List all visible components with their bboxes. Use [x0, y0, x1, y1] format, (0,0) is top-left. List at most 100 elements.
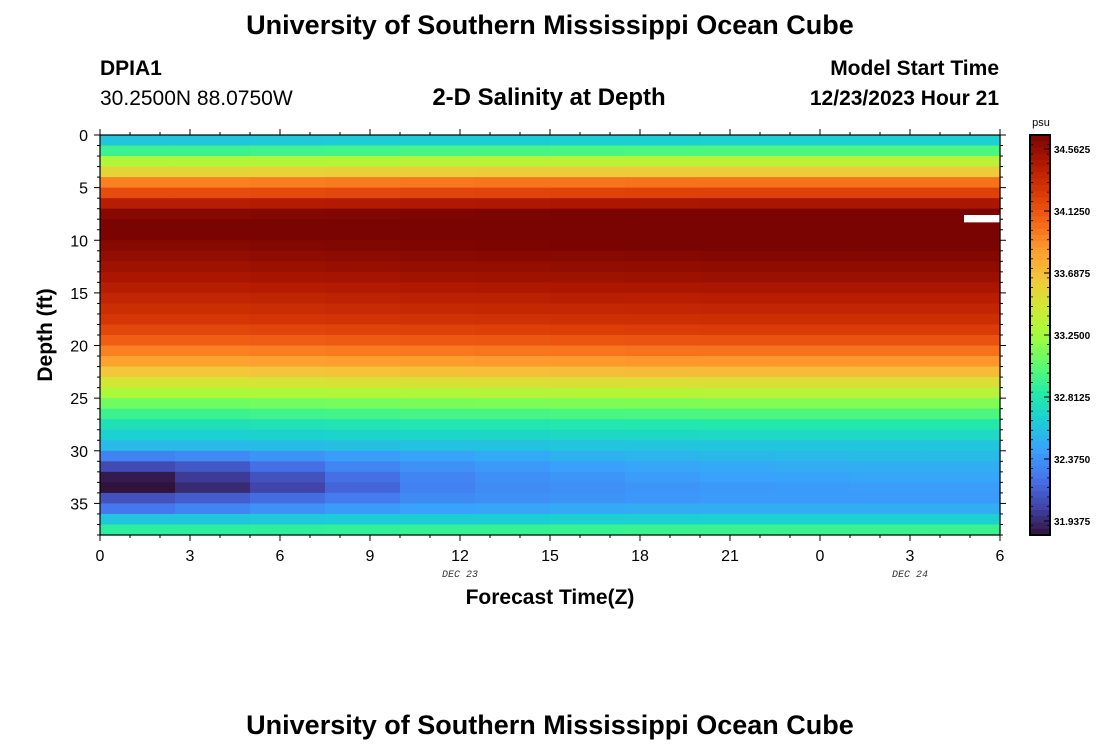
heatmap-cell: [400, 419, 476, 431]
heatmap-cell: [475, 261, 551, 273]
heatmap-cell: [475, 187, 551, 199]
heatmap-cell: [775, 135, 851, 147]
heatmap-cell: [850, 187, 926, 199]
colorbar-segment: [1030, 216, 1050, 224]
heatmap-cell: [325, 145, 401, 157]
heatmap-cell: [100, 492, 176, 505]
heatmap-cell: [700, 145, 776, 157]
heatmap-cell: [700, 229, 776, 241]
heatmap-cell: [325, 250, 401, 262]
heatmap-cell: [475, 440, 551, 452]
heatmap-cell: [700, 335, 776, 347]
heatmap-cell: [550, 282, 626, 294]
heatmap-cell: [250, 366, 326, 378]
heatmap-cell: [775, 429, 851, 441]
heatmap-cell: [400, 471, 476, 483]
date-label: DEC 24: [892, 570, 928, 581]
heatmap-cell: [925, 387, 1001, 399]
heatmap-cell: [700, 135, 776, 147]
heatmap-cell: [625, 377, 701, 389]
heatmap-cell: [925, 366, 1001, 378]
heatmap-cell: [325, 524, 401, 536]
heatmap-cell: [625, 461, 701, 473]
heatmap-cell: [550, 229, 626, 241]
colorbar-segment: [1030, 260, 1050, 267]
heatmap-cell: [700, 398, 776, 410]
heatmap-cell: [625, 313, 701, 326]
colorbar-segment: [1030, 416, 1050, 424]
colorbar-segment: [1030, 266, 1050, 274]
heatmap-cell: [400, 292, 476, 305]
x-tick-label: 21: [721, 548, 739, 565]
heatmap-cell: [700, 292, 776, 305]
heatmap-cell: [850, 219, 926, 231]
colorbar-tick-label: 31.9375: [1054, 517, 1091, 528]
heatmap-cell: [325, 335, 401, 347]
heatmap-cell: [175, 503, 251, 515]
heatmap-cell: [400, 366, 476, 378]
colorbar-segment: [1030, 391, 1050, 399]
heatmap-cell: [550, 398, 626, 410]
heatmap-cell: [400, 482, 476, 494]
colorbar-segment: [1030, 372, 1050, 380]
heatmap-cell: [400, 503, 476, 515]
heatmap-cell: [550, 471, 626, 483]
heatmap-cell: [475, 324, 551, 336]
heatmap-cell: [325, 419, 401, 431]
heatmap-cell: [850, 208, 926, 220]
heatmap-cell: [100, 240, 176, 252]
colorbar-segment: [1030, 285, 1050, 292]
heatmap-cell: [100, 419, 176, 431]
heatmap-cell: [475, 198, 551, 210]
heatmap-cell: [700, 303, 776, 315]
heatmap-cell: [775, 419, 851, 431]
colorbar-segment: [1030, 160, 1050, 167]
colorbar-segment: [1030, 503, 1050, 511]
heatmap-cell: [325, 208, 401, 220]
heatmap-cell: [925, 503, 1001, 515]
colorbar-segment: [1030, 441, 1050, 449]
heatmap-cell: [400, 250, 476, 262]
heatmap-cell: [475, 482, 551, 494]
heatmap-cell: [925, 229, 1001, 241]
heatmap-cell: [700, 219, 776, 231]
heatmap-cell: [400, 166, 476, 178]
heatmap-cell: [625, 292, 701, 305]
y-tick-label: 35: [70, 496, 88, 513]
heatmap-cell: [475, 313, 551, 326]
heatmap-cell: [100, 166, 176, 178]
colorbar-segment: [1030, 247, 1050, 255]
heatmap-cell: [325, 271, 401, 283]
heatmap-cell: [400, 450, 476, 462]
heatmap-cell: [475, 156, 551, 168]
heatmap-cell: [625, 145, 701, 157]
heatmap-cell: [775, 335, 851, 347]
heatmap-cell: [475, 366, 551, 378]
heatmap-cell: [850, 377, 926, 389]
colorbar-segment: [1030, 522, 1050, 530]
colorbar-segment: [1030, 528, 1050, 536]
colorbar-segment: [1030, 410, 1050, 417]
heatmap-cell: [775, 313, 851, 326]
heatmap-cell: [550, 240, 626, 252]
heatmap-cell: [250, 461, 326, 473]
x-tick-label: 6: [276, 548, 285, 565]
heatmap-cell: [325, 440, 401, 452]
heatmap-cell: [400, 461, 476, 473]
heatmap-cell: [400, 303, 476, 315]
colorbar-segment: [1030, 328, 1050, 336]
heatmap-cell: [700, 482, 776, 494]
y-axis: 0 5 10 15 20 25 30 35: [70, 128, 1006, 536]
colorbar-segment: [1030, 191, 1050, 199]
heatmap-cell: [325, 503, 401, 515]
colorbar-segment: [1030, 341, 1050, 349]
heatmap-cell: [100, 292, 176, 305]
heatmap-cell: [250, 198, 326, 210]
heatmap-cell: [175, 261, 251, 273]
heatmap-cell: [400, 335, 476, 347]
heatmap-cell: [775, 482, 851, 494]
heatmap-cell: [175, 450, 251, 462]
heatmap-cell: [925, 250, 1001, 262]
heatmap-cell: [475, 513, 551, 526]
heatmap-cell: [700, 492, 776, 505]
